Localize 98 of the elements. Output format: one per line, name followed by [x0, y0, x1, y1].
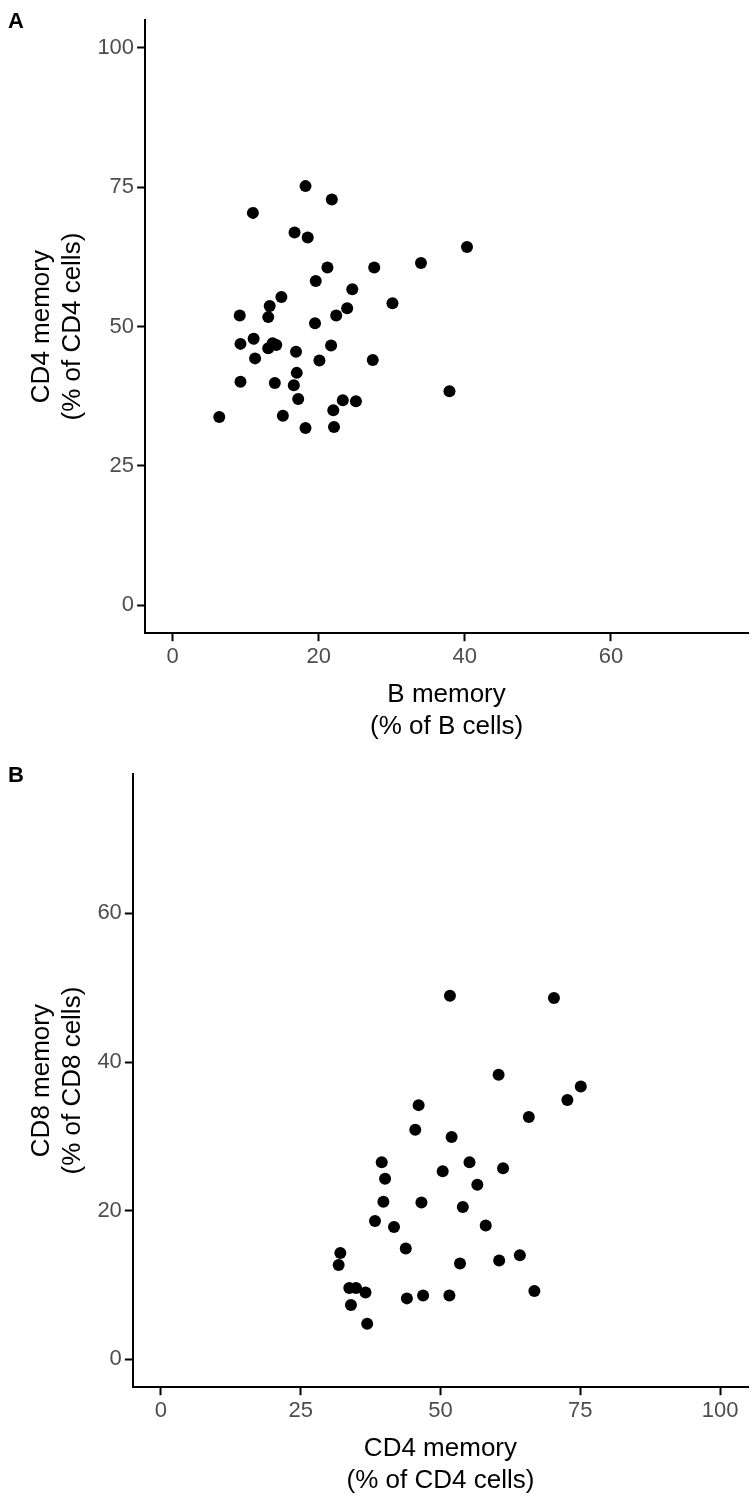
y-axis-title: CD8 memory (% of CD8 cells)	[24, 986, 86, 1175]
point	[414, 257, 427, 270]
point	[366, 354, 379, 367]
point	[400, 1292, 413, 1305]
x-axis-title: CD4 memory (% of CD4 cells)	[346, 1432, 535, 1494]
y-tick-label: 75	[109, 173, 135, 199]
point	[415, 1196, 428, 1209]
x-tick-label: 40	[452, 643, 478, 669]
point	[412, 1099, 425, 1112]
point	[332, 1258, 345, 1271]
point	[359, 1286, 372, 1299]
y-tick-label: 20	[97, 1196, 122, 1222]
point	[493, 1254, 506, 1267]
x-tick-label: 75	[568, 1397, 593, 1423]
point	[368, 261, 381, 274]
point	[471, 1178, 484, 1191]
x-tick-label: 100	[701, 1397, 739, 1423]
point	[454, 1257, 467, 1270]
point	[262, 342, 275, 355]
point	[561, 1093, 574, 1106]
point	[287, 379, 300, 392]
point	[547, 992, 560, 1005]
point	[436, 1165, 449, 1178]
point	[292, 393, 305, 406]
y-tick-label: 0	[109, 1345, 122, 1371]
point	[234, 375, 247, 388]
x-tick-label: 0	[166, 643, 179, 669]
point	[522, 1111, 535, 1124]
point	[325, 339, 338, 352]
y-tick-label: 100	[97, 33, 135, 59]
point	[301, 231, 314, 244]
point	[336, 394, 349, 407]
y-tick-label: 0	[121, 591, 135, 617]
point	[443, 1289, 456, 1302]
point	[479, 1219, 492, 1232]
point	[234, 337, 247, 350]
y-axis-title: CD4 memory (% of CD4 cells)	[24, 232, 86, 421]
point	[341, 302, 354, 315]
point	[313, 354, 326, 367]
point	[325, 193, 338, 206]
point	[574, 1080, 587, 1093]
point	[349, 395, 362, 408]
point	[443, 385, 456, 398]
x-tick-label: 50	[428, 1397, 453, 1423]
point	[330, 309, 343, 322]
point	[290, 366, 303, 379]
point	[386, 297, 399, 310]
x-tick-label: 60	[598, 643, 624, 669]
point	[375, 1156, 388, 1169]
point	[299, 180, 312, 193]
point	[369, 1215, 382, 1228]
y-tick-label: 50	[109, 312, 135, 338]
chart-title: A	[8, 8, 24, 34]
point	[361, 1317, 374, 1330]
point	[299, 422, 312, 435]
x-tick-label: 25	[288, 1397, 313, 1423]
point	[334, 1247, 347, 1260]
y-tick-label: 60	[97, 899, 122, 925]
point	[388, 1221, 401, 1234]
point	[288, 226, 301, 239]
point	[456, 1200, 469, 1213]
point	[327, 404, 340, 417]
point	[443, 989, 456, 1002]
point	[275, 291, 288, 304]
y-tick-label: 40	[97, 1048, 122, 1074]
point	[262, 311, 275, 324]
chart-title: B	[8, 762, 24, 788]
x-axis-title: B memory (% of B cells)	[369, 678, 524, 740]
point	[492, 1068, 505, 1081]
point	[213, 410, 226, 423]
x-tick-label: 20	[306, 643, 331, 669]
point	[463, 1156, 476, 1169]
point	[377, 1195, 390, 1208]
point	[513, 1249, 526, 1262]
point	[417, 1289, 430, 1302]
point	[461, 240, 474, 253]
point	[263, 299, 276, 312]
x-tick-label: 0	[154, 1397, 167, 1423]
point	[309, 317, 322, 330]
point	[290, 345, 303, 358]
point	[528, 1284, 541, 1297]
point	[249, 352, 262, 365]
point	[321, 261, 334, 274]
point	[247, 332, 260, 345]
y-tick-label: 25	[109, 452, 135, 478]
point	[399, 1242, 412, 1255]
point	[309, 274, 322, 287]
point	[497, 1162, 510, 1175]
point	[233, 309, 246, 322]
point	[276, 409, 289, 422]
point	[346, 283, 359, 296]
point	[328, 420, 341, 433]
point	[246, 206, 259, 219]
point	[268, 376, 281, 389]
point	[344, 1299, 357, 1312]
point	[379, 1172, 392, 1185]
point	[445, 1131, 458, 1144]
point	[409, 1123, 422, 1136]
